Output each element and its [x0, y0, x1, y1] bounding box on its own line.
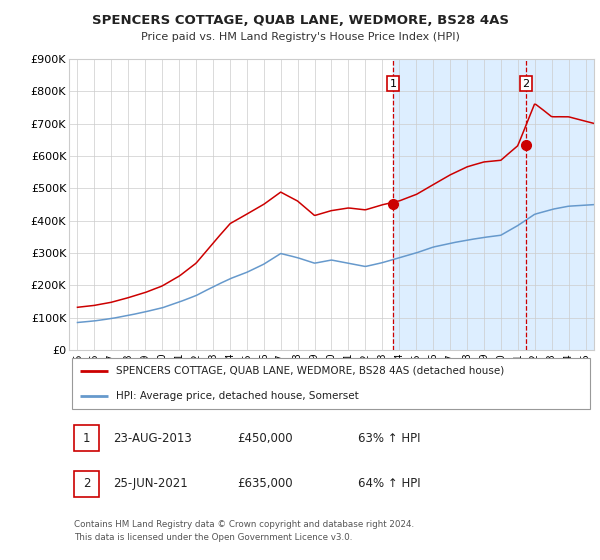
Text: 2: 2 — [83, 477, 91, 491]
Text: 23-AUG-2013: 23-AUG-2013 — [113, 432, 193, 445]
FancyBboxPatch shape — [74, 470, 100, 497]
Text: HPI: Average price, detached house, Somerset: HPI: Average price, detached house, Some… — [116, 391, 359, 402]
Text: £635,000: £635,000 — [237, 477, 293, 491]
Text: £450,000: £450,000 — [237, 432, 293, 445]
Text: 25-JUN-2021: 25-JUN-2021 — [113, 477, 188, 491]
FancyBboxPatch shape — [71, 358, 590, 409]
Text: 1: 1 — [83, 432, 91, 445]
FancyBboxPatch shape — [74, 425, 100, 451]
Text: 2: 2 — [523, 78, 529, 88]
Text: 1: 1 — [389, 78, 397, 88]
Text: 64% ↑ HPI: 64% ↑ HPI — [358, 477, 421, 491]
Text: Contains HM Land Registry data © Crown copyright and database right 2024.
This d: Contains HM Land Registry data © Crown c… — [74, 520, 415, 542]
Text: SPENCERS COTTAGE, QUAB LANE, WEDMORE, BS28 4AS: SPENCERS COTTAGE, QUAB LANE, WEDMORE, BS… — [91, 14, 509, 27]
Text: SPENCERS COTTAGE, QUAB LANE, WEDMORE, BS28 4AS (detached house): SPENCERS COTTAGE, QUAB LANE, WEDMORE, BS… — [116, 366, 505, 376]
Bar — [393, 59, 594, 350]
Text: 63% ↑ HPI: 63% ↑ HPI — [358, 432, 420, 445]
Text: Price paid vs. HM Land Registry's House Price Index (HPI): Price paid vs. HM Land Registry's House … — [140, 32, 460, 43]
